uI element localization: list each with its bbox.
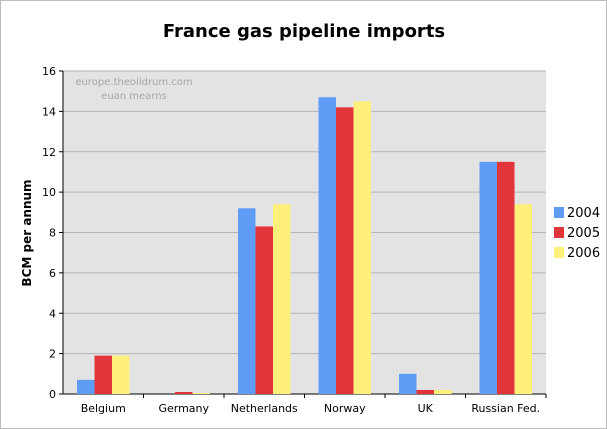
y-tick-label: 0 [49,388,56,401]
y-tick-label: 6 [49,267,56,280]
bar-2004[interactable] [318,97,337,395]
plot-area: 0 2 4 6 8 10 12 14 16 Belgium Germany Netherlands No… [42,65,547,415]
bar-2006[interactable] [353,101,372,394]
bar-2005[interactable] [175,391,193,394]
legend-swatch-2006 [554,247,564,258]
bar-2005[interactable] [94,355,113,394]
x-tick-label: UK [418,402,434,415]
y-tick-label: 8 [49,227,56,240]
x-tick-label: Belgium [81,402,126,415]
watermark-text: euan mearns [101,91,167,102]
y-tick-label: 4 [49,307,56,320]
y-tick-label: 16 [42,65,56,78]
bar-2006[interactable] [434,389,452,394]
y-tick-label: 2 [49,348,56,361]
bar-2004[interactable] [238,208,256,394]
bar-2006[interactable] [273,204,291,394]
bar-2004[interactable] [77,379,95,394]
chart-title: France gas pipeline imports [163,21,445,42]
watermark-text: europe.theoildrum.com [75,77,192,88]
y-tick-label: 12 [42,146,56,159]
bar-2005[interactable] [416,389,435,394]
y-tick-label: 10 [42,186,56,199]
bar-2005[interactable] [336,107,354,395]
x-tick-label: Norway [324,402,366,415]
x-tick-label: Russian Fed. [471,402,540,415]
bar-2004[interactable] [399,373,417,394]
legend: 2004 2005 2006 [554,206,600,261]
y-tick-label: 14 [42,105,56,118]
bar-2005[interactable] [255,226,274,394]
bar-2006[interactable] [514,204,533,394]
legend-label-2004: 2004 [567,206,600,221]
x-tick-label: Netherlands [231,402,298,415]
legend-swatch-2004 [554,207,564,218]
bar-2006[interactable] [112,355,130,394]
y-axis-label: BCM per annum [20,179,34,286]
bar-2005[interactable] [497,161,515,394]
legend-label-2006: 2006 [567,246,600,261]
bar-2006[interactable] [192,392,211,394]
legend-swatch-2005 [554,227,564,238]
x-tick-label: Germany [158,402,209,415]
bar-2004[interactable] [479,161,498,394]
legend-label-2005: 2005 [567,226,600,241]
